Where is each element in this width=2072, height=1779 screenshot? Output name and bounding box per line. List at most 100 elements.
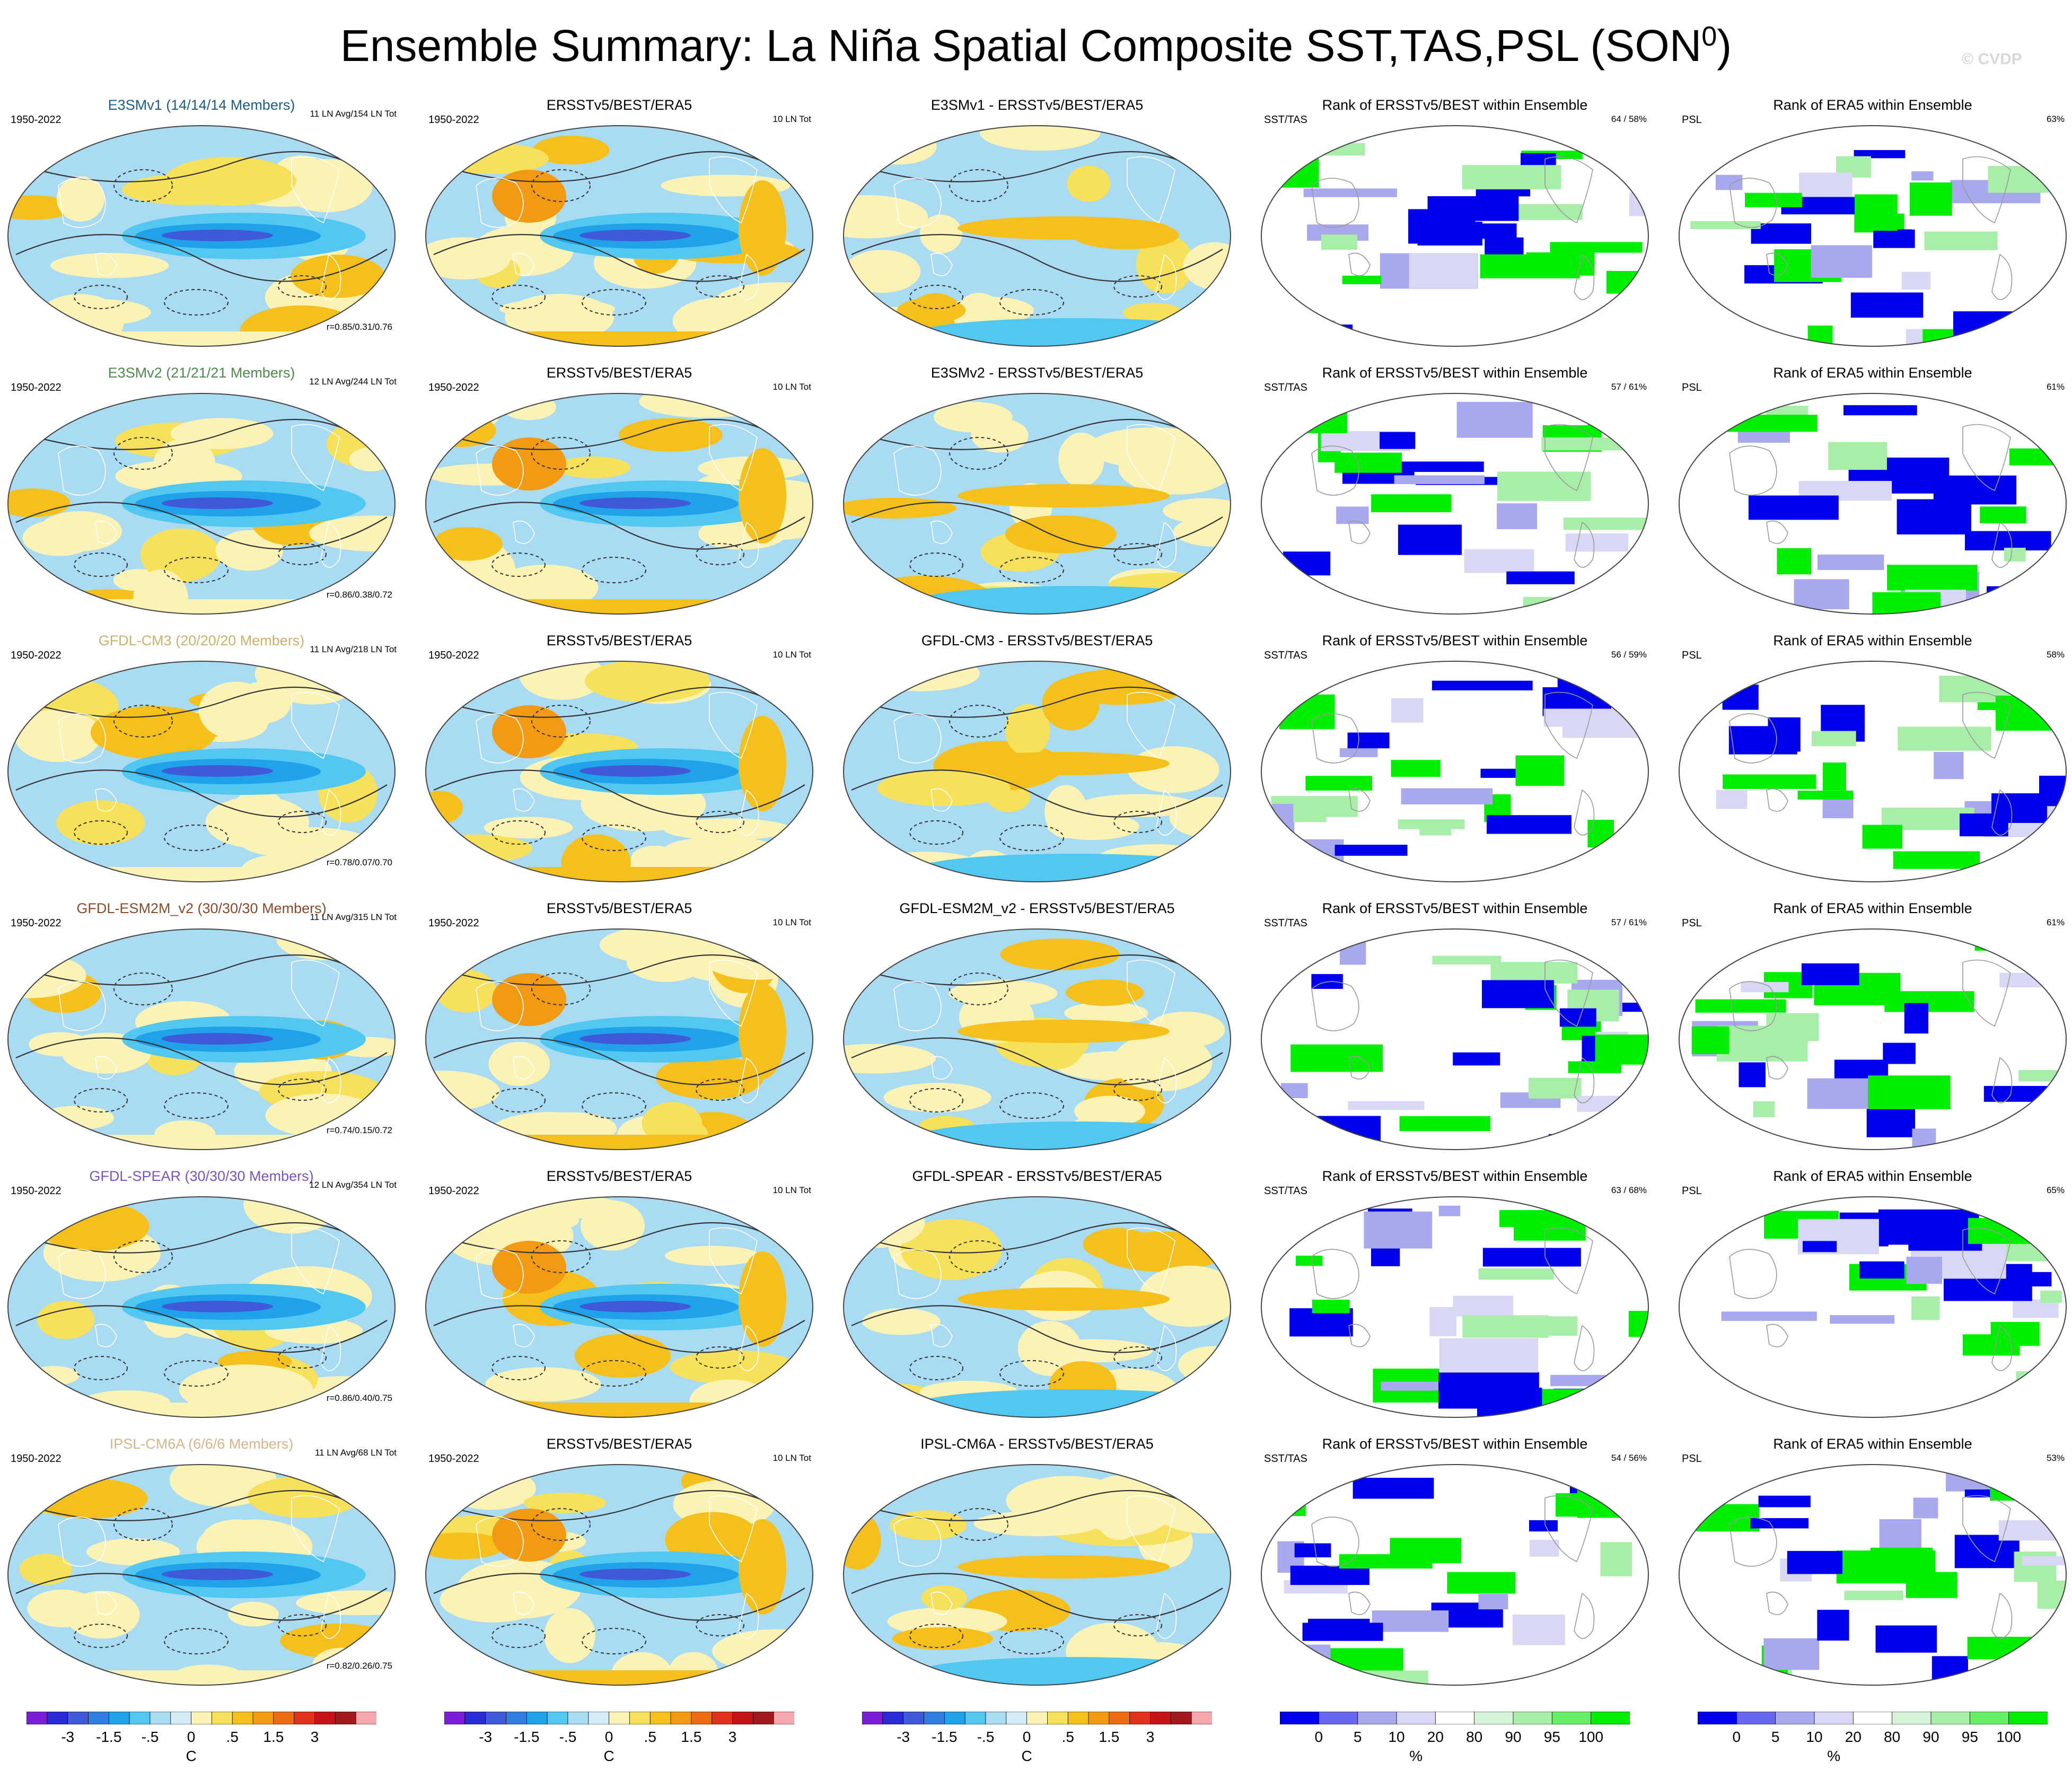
colorbar-tick-label: 10	[1806, 1729, 1823, 1745]
observed-composite-map	[425, 393, 813, 615]
model-composite-panel: E3SMv1 (14/14/14 Members) 1950-2022 11 LN …	[0, 93, 403, 361]
pattern-correlation: r=0.74/0.15/0.72	[326, 1125, 392, 1135]
rank-psl-panel: Rank of ERA5 within Ensemble PSL 61%	[1671, 361, 2072, 628]
colorbar-swatch	[1930, 1712, 1971, 1724]
colorbar-swatches	[862, 1712, 1212, 1724]
rank-percent: 63 / 68%	[1611, 1185, 1647, 1195]
pattern-correlation: r=0.82/0.26/0.75	[326, 1661, 392, 1671]
panel-title: ERSSTv5/BEST/ERA5	[546, 1168, 692, 1184]
rank-sst-tas-map	[1261, 1196, 1649, 1418]
colorbar-swatch	[232, 1712, 253, 1724]
colorbar-tick-label: 0	[187, 1729, 196, 1745]
colorbar-tick-label: 20	[1845, 1729, 1862, 1745]
colorbar-swatches	[1698, 1712, 2048, 1724]
model-composite-map	[7, 1196, 396, 1418]
panel-title: Rank of ERA5 within Ensemble	[1773, 1168, 1972, 1184]
variable-label: PSL	[1682, 650, 1702, 661]
colorbar-unit: C	[603, 1748, 614, 1764]
colorbar-swatch	[649, 1712, 671, 1724]
colorbar-tick-label: 3	[728, 1729, 737, 1745]
colorbar-swatch	[1129, 1712, 1151, 1724]
panel-title: Rank of ERSSTv5/BEST within Ensemble	[1322, 1168, 1588, 1184]
panel-title: Rank of ERSSTv5/BEST within Ensemble	[1322, 900, 1588, 916]
row-4: GFDL-ESM2M_v2 (30/30/30 Members) 1950-202…	[0, 896, 2072, 1164]
colorbar-swatch	[1006, 1712, 1028, 1724]
event-count: 11 LN Avg/218 LN Tot	[310, 644, 397, 654]
observed-composite-panel: ERSSTv5/BEST/ERA5 1950-2022 10 LN Tot	[418, 1164, 821, 1432]
panel-title: Rank of ERA5 within Ensemble	[1773, 1436, 1972, 1452]
period-label: 1950-2022	[428, 382, 479, 393]
rank-sst-tas-panel: Rank of ERSSTv5/BEST within Ensemble SST/…	[1253, 93, 1656, 361]
colorbar-swatch	[47, 1712, 68, 1724]
colorbar-swatch	[2008, 1712, 2048, 1724]
colorbar-swatch	[588, 1712, 610, 1724]
colorbar-tick-label: 1.5	[263, 1729, 284, 1745]
colorbar-tick-label: -1.5	[96, 1729, 122, 1745]
rank-sst-tas-map	[1261, 1464, 1649, 1686]
observed-composite-panel: ERSSTv5/BEST/ERA5 1950-2022 10 LN Tot	[418, 361, 821, 628]
colorbar-swatch	[1150, 1712, 1172, 1724]
rank-psl-map	[1679, 928, 2067, 1150]
colorbar-tick-label: 20	[1427, 1729, 1444, 1745]
model-composite-panel: GFDL-SPEAR (30/30/30 Members) 1950-2022 12…	[0, 1164, 403, 1432]
rank-percent: 63%	[2046, 114, 2065, 124]
colorbar-tick-label: 95	[1961, 1729, 1978, 1745]
colorbar-swatch	[464, 1712, 486, 1724]
rank-percent: 64 / 58%	[1611, 114, 1647, 124]
observed-composite-panel: ERSSTv5/BEST/ERA5 1950-2022 10 LN Tot	[418, 93, 821, 361]
period-label: 1950-2022	[428, 650, 479, 661]
colorbar-swatch	[335, 1712, 357, 1724]
rank-percent: 65%	[2046, 1185, 2065, 1195]
colorbar-swatch	[567, 1712, 589, 1724]
difference-map-panel: E3SMv2 - ERSSTv5/BEST/ERA5	[836, 361, 1239, 628]
observed-composite-map	[425, 125, 813, 347]
colorbar-swatch	[252, 1712, 274, 1724]
colorbar-unit: C	[186, 1748, 197, 1764]
rank-percent: 53%	[2046, 1453, 2065, 1463]
rank-psl-panel: Rank of ERA5 within Ensemble PSL 63%	[1671, 93, 2072, 361]
rank-percent: 57 / 61%	[1611, 917, 1647, 927]
colorbar-swatches	[1280, 1712, 1630, 1724]
colorbar-tick-label: 3	[310, 1729, 319, 1745]
pattern-correlation: r=0.86/0.40/0.75	[326, 1393, 392, 1403]
rank-psl-map	[1679, 1464, 2067, 1686]
colorbar-swatch	[1047, 1712, 1069, 1724]
panel-title: GFDL-SPEAR (30/30/30 Members)	[89, 1168, 314, 1184]
colorbar-tick-label: .5	[226, 1729, 239, 1745]
panel-title: IPSL-CM6A (6/6/6 Members)	[109, 1436, 294, 1452]
colorbar-tick-label: 100	[1996, 1729, 2022, 1745]
colorbar-tick-label: 0	[1022, 1729, 1031, 1745]
colorbar-tick-label: -.5	[977, 1729, 995, 1745]
model-composite-panel: GFDL-CM3 (20/20/20 Members) 1950-2022 11 L…	[0, 628, 403, 896]
panel-title: GFDL-CM3 - ERSSTv5/BEST/ERA5	[921, 633, 1153, 648]
event-count: 10 LN Tot	[772, 1185, 811, 1195]
colorbar-swatch	[27, 1712, 48, 1724]
colorbar-tick-label: 90	[1922, 1729, 1939, 1745]
observed-composite-map	[425, 1464, 813, 1686]
period-label: 1950-2022	[428, 1453, 479, 1465]
row-6: IPSL-CM6A (6/6/6 Members) 1950-2022 11 LN …	[0, 1432, 2072, 1699]
model-composite-panel: IPSL-CM6A (6/6/6 Members) 1950-2022 11 LN …	[0, 1432, 403, 1699]
event-count: 10 LN Tot	[772, 114, 811, 124]
observed-composite-panel: ERSSTv5/BEST/ERA5 1950-2022 10 LN Tot	[418, 1432, 821, 1699]
period-label: 1950-2022	[11, 650, 62, 661]
colorbar-tick-label: .5	[644, 1729, 656, 1745]
rank-percent: 61%	[2046, 382, 2065, 392]
colorbar-swatch	[1357, 1712, 1397, 1724]
period-label: 1950-2022	[11, 1185, 62, 1197]
panel-title: ERSSTv5/BEST/ERA5	[546, 365, 692, 381]
colorbar-tick-label: 1.5	[1099, 1729, 1120, 1745]
colorbar-swatch	[1551, 1712, 1592, 1724]
variable-label: PSL	[1682, 917, 1702, 929]
panel-title: Rank of ERSSTv5/BEST within Ensemble	[1322, 633, 1588, 648]
colorbar-swatch	[862, 1712, 883, 1724]
event-count: 11 LN Avg/68 LN Tot	[314, 1448, 397, 1458]
colorbar-tick-label: -3	[479, 1729, 493, 1745]
colorbar-tick-label: -3	[897, 1729, 910, 1745]
model-composite-map	[7, 1464, 396, 1686]
colorbar-swatch	[444, 1712, 466, 1724]
panel-title: Rank of ERSSTv5/BEST within Ensemble	[1322, 97, 1588, 113]
rank-sst-tas-panel: Rank of ERSSTv5/BEST within Ensemble SST/…	[1253, 896, 1656, 1164]
colorbar-tick-label: 1.5	[681, 1729, 702, 1745]
event-count: 11 LN Avg/154 LN Tot	[310, 109, 397, 119]
